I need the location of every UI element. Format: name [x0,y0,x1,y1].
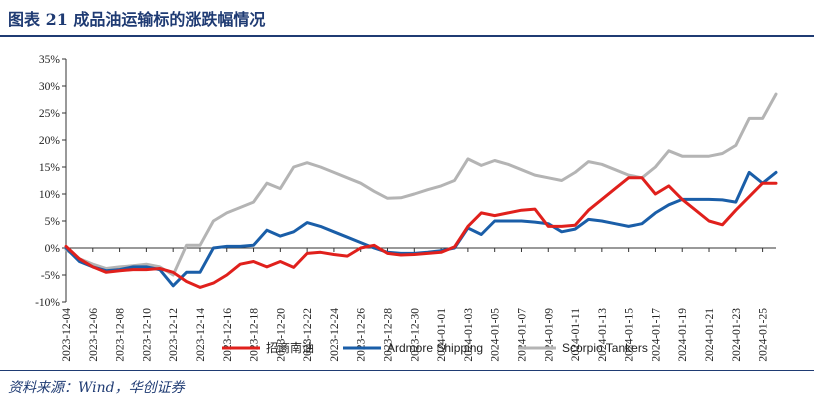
x-tick: 2024-01-21 [704,248,716,362]
x-tick-label: 2023-12-18 [249,308,261,362]
legend-label: 招商南油 [266,340,314,355]
x-tick-label: 2023-12-26 [356,308,368,362]
y-tick: 20% [39,135,66,147]
legend-item: Scorpio Tankers [518,341,648,355]
x-tick: 2024-01-17 [650,248,662,362]
x-tick-label: 2024-01-05 [490,308,502,362]
x-tick: 2023-12-12 [168,248,180,362]
x-tick-label: 2023-12-08 [115,308,127,362]
series-line-2 [64,92,778,277]
y-tick: 30% [39,81,66,93]
y-tick-label: -10% [35,297,60,309]
x-tick: 2023-12-24 [329,248,341,362]
x-tick: 2024-01-05 [490,248,502,362]
y-tick: 15% [39,162,66,174]
x-tick-label: 2024-01-19 [677,308,689,362]
x-tick-label: 2023-12-28 [383,308,395,362]
line-chart: 35% 30% 25% 20% 15% 10% 5% 0% -5% -10%2023-12-04 2… [35,54,778,362]
x-tick: 2024-01-19 [677,248,689,362]
series-line-1 [64,170,778,288]
x-tick-label: 2024-01-17 [650,308,662,362]
x-tick-label: 2024-01-15 [624,308,636,362]
x-tick: 2024-01-25 [758,248,770,362]
x-tick: 2023-12-04 [61,248,73,362]
series-layer [64,92,778,289]
y-tick-label: 0% [45,243,61,255]
x-tick: 2023-12-08 [115,248,127,362]
x-tick-label: 2024-01-23 [731,308,743,362]
x-tick-label: 2023-12-24 [329,308,341,362]
y-tick: -5% [41,270,66,282]
source-divider [0,370,814,371]
x-tick: 2023-12-20 [275,248,287,362]
legend-label: Scorpio Tankers [562,341,648,355]
x-tick: 2024-01-03 [463,248,475,362]
series-line-0 [64,176,778,289]
x-tick: 2023-12-22 [302,248,314,362]
x-tick-label: 2023-12-22 [302,308,314,362]
y-tick: -10% [35,297,66,309]
x-tick-label: 2023-12-04 [61,308,73,362]
x-tick-label: 2023-12-06 [88,308,100,362]
x-tick: 2024-01-07 [516,248,528,362]
x-tick: 2023-12-26 [356,248,368,362]
x-tick: 2024-01-23 [731,248,743,362]
x-tick: 2024-01-09 [543,248,555,362]
x-tick-label: 2024-01-13 [597,308,609,362]
x-tick-label: 2024-01-01 [436,308,448,362]
x-tick: 2024-01-11 [570,248,582,361]
y-tick-label: 20% [39,135,61,147]
y-tick: 10% [39,189,66,201]
y-tick: 0% [45,243,66,255]
legend-item: Ardmore Shipping [343,341,483,355]
x-tick-label: 2023-12-20 [275,308,287,362]
x-tick-label: 2023-12-12 [168,308,180,362]
x-tick-label: 2023-12-10 [141,308,153,362]
x-tick-label: 2023-12-14 [195,308,207,362]
x-tick: 2024-01-13 [597,248,609,362]
y-tick: 25% [39,108,66,120]
x-tick-label: 2024-01-21 [704,308,716,362]
x-tick-label: 2024-01-25 [758,308,770,362]
chart-title: 图表 21 成品油运输标的涨跌幅情况 [8,10,266,29]
y-tick: 35% [39,54,66,66]
x-tick: 2023-12-14 [195,248,207,362]
y-tick-label: 5% [45,216,61,228]
y-tick-label: 10% [39,189,61,201]
x-tick: 2023-12-06 [88,248,100,362]
x-tick-label: 2024-01-09 [543,308,555,362]
x-tick: 2023-12-30 [409,248,421,362]
y-tick-label: 35% [39,54,61,66]
y-tick-label: 30% [39,81,61,93]
x-tick-label: 2024-01-11 [570,308,582,361]
x-tick: 2024-01-15 [624,248,636,362]
x-tick: 2023-12-10 [141,248,153,362]
y-tick: 5% [45,216,66,228]
chart-legend: 招商南油 Ardmore Shipping Scorpio Tankers [222,340,648,355]
x-tick-label: 2023-12-16 [222,308,234,362]
y-tick-label: 15% [39,162,61,174]
source-note: 资料来源：Wind，华创证券 [8,380,185,396]
x-tick-label: 2024-01-07 [516,308,528,362]
x-tick: 2023-12-16 [222,248,234,362]
title-divider [0,35,814,37]
x-tick-label: 2023-12-30 [409,308,421,362]
chart-axes: 35% 30% 25% 20% 15% 10% 5% 0% -5% -10%2023-12-04 2… [35,54,776,362]
y-tick-label: 25% [39,108,61,120]
x-tick-label: 2024-01-03 [463,308,475,362]
legend-label: Ardmore Shipping [387,341,483,355]
legend-item: 招商南油 [222,340,314,355]
y-tick-label: -5% [41,270,61,282]
